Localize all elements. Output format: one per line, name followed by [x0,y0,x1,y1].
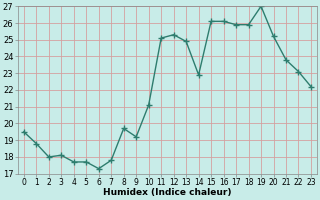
X-axis label: Humidex (Indice chaleur): Humidex (Indice chaleur) [103,188,232,197]
